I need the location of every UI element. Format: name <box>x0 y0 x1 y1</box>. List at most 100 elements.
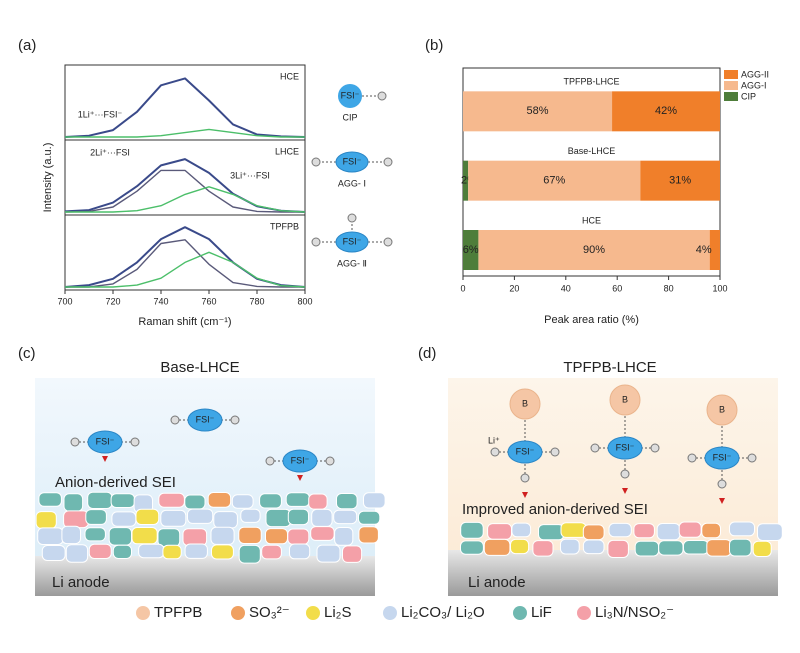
boron-label: B <box>522 398 528 408</box>
lithium-ion <box>311 157 321 167</box>
fsi-label: FSI⁻ <box>196 414 215 424</box>
lithium-ion <box>230 415 240 425</box>
bar-segment <box>463 230 479 270</box>
sei-grain <box>510 538 530 555</box>
lithium-ion <box>265 456 275 466</box>
lithium-ion <box>717 479 727 489</box>
fsi-anion <box>335 151 369 173</box>
legend-label: Li₂S <box>324 604 352 621</box>
sei-grain <box>532 540 554 557</box>
spectrum-line <box>65 186 306 213</box>
spectrum-line <box>65 128 305 138</box>
bar-segment <box>468 160 641 201</box>
lithium-ion <box>687 453 697 463</box>
lithium-ion <box>520 473 530 483</box>
anode-label: Li anode <box>52 574 110 591</box>
x-tick-label: 700 <box>57 296 72 306</box>
sei-grain <box>265 508 292 528</box>
sei-grain <box>38 492 62 507</box>
lithium-ion <box>590 443 600 453</box>
lithium-ion <box>70 437 80 447</box>
bar-segment <box>463 160 469 201</box>
sei-grain <box>88 543 112 560</box>
legend-swatch <box>577 606 591 620</box>
sei-grain <box>460 540 484 555</box>
x-tick-label: 720 <box>105 296 120 306</box>
sei-grain <box>607 539 629 559</box>
sei-grain <box>63 493 84 512</box>
sei-grain <box>184 494 206 510</box>
sei-grain <box>158 492 185 508</box>
sei-grain <box>358 526 379 544</box>
panel-label: (c) <box>18 345 36 362</box>
sei-grain <box>261 544 282 560</box>
sei-grain <box>310 526 335 541</box>
panel-label: (a) <box>18 37 36 54</box>
sei-grain <box>207 492 232 508</box>
sei-grain <box>634 540 660 557</box>
legend-label: AGG-I <box>741 80 767 90</box>
value-label: 67% <box>543 175 565 187</box>
sei-grain <box>61 525 82 545</box>
sei-grain <box>35 511 57 529</box>
spectrum-line <box>65 251 306 288</box>
lithium-ion <box>311 237 321 247</box>
sei-grain <box>135 508 160 525</box>
boron-label: B <box>719 404 725 414</box>
x-tick-label: 800 <box>297 296 312 306</box>
fsi-label: FSI⁻ <box>616 442 635 452</box>
bar-segment <box>463 91 613 132</box>
sei-grain <box>311 508 333 527</box>
anode-label: Li anode <box>468 574 526 591</box>
lithium-ion <box>383 237 393 247</box>
tpfpb <box>609 384 641 416</box>
sei-grain <box>729 538 752 557</box>
sei-grain <box>37 527 64 546</box>
bar-segment <box>478 230 710 270</box>
sei-grain <box>757 523 783 542</box>
sei-grain <box>582 524 605 541</box>
lithium-ion <box>347 213 357 223</box>
fsi-label: FSI⁻ <box>713 452 732 462</box>
sei-grain <box>287 528 310 545</box>
lithium-ion <box>747 453 757 463</box>
legend-label: TPFPB <box>154 604 202 621</box>
sei-grain <box>182 528 208 547</box>
arrow <box>522 492 528 498</box>
y-axis-label: Intensity (a.u.) <box>42 143 54 213</box>
legend-label: Li₂CO₃/ Li₂O <box>401 604 485 621</box>
fsi-label: FSI⁻ <box>516 446 535 456</box>
subplot-label: TPFPB <box>270 221 299 231</box>
sei-grain <box>658 540 684 556</box>
category-label: TPFPB-LHCE <box>563 77 619 87</box>
x-tick-label: 80 <box>664 283 674 293</box>
value-label: 31% <box>669 175 691 187</box>
value-label: 4% <box>696 244 712 256</box>
lithium-ion <box>490 447 500 457</box>
sei-grain <box>138 543 165 559</box>
x-tick-label: 760 <box>201 296 216 306</box>
fsi-label: FSI⁻ <box>343 236 362 246</box>
plot-frame <box>64 64 306 291</box>
sei-grain <box>511 522 532 538</box>
x-tick-label: 780 <box>249 296 264 306</box>
sei-grain <box>706 539 732 557</box>
sei-grain <box>287 508 309 526</box>
boron-label: B <box>622 394 628 404</box>
sei-grain <box>560 538 580 555</box>
sei-grain <box>238 526 262 545</box>
tpfpb <box>509 388 541 420</box>
panel-label: (b) <box>425 37 443 54</box>
fsi-label: FSI⁻ <box>341 90 360 100</box>
legend-label: LiF <box>531 604 552 621</box>
fsi-label: FSI⁻ <box>343 156 362 166</box>
sei-grain <box>187 508 214 524</box>
sei-grain <box>358 510 381 525</box>
bar-segment <box>640 160 720 201</box>
fsi-label: FSI⁻ <box>96 436 115 446</box>
sei-grain <box>633 523 655 539</box>
sei-grain <box>289 543 311 560</box>
sei-grain <box>184 543 208 559</box>
sei-grain <box>336 493 358 510</box>
